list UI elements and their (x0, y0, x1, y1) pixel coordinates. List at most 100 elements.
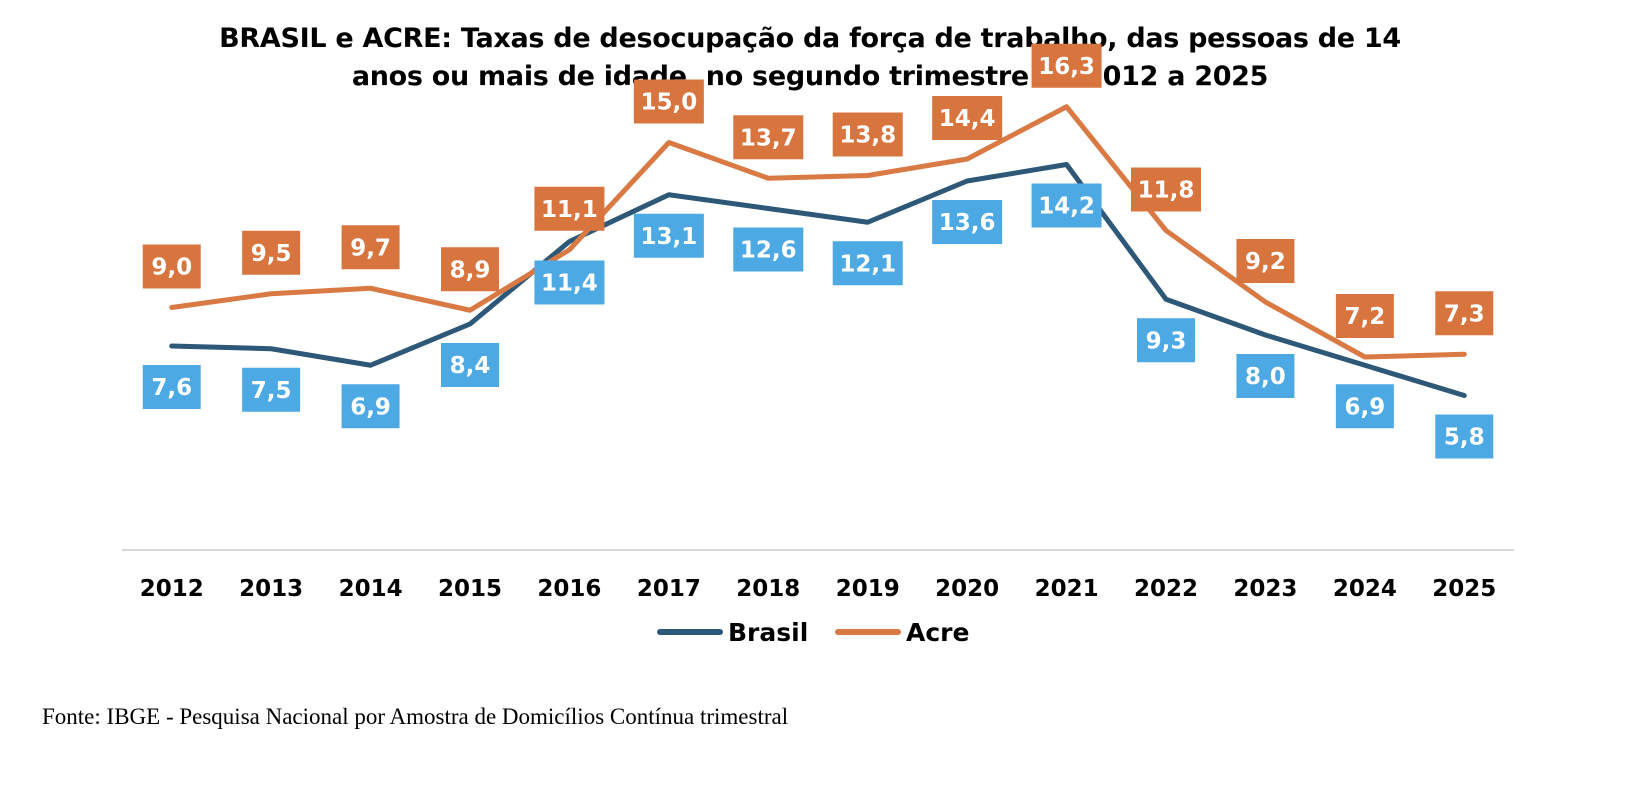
x-tick-label: 2015 (438, 576, 502, 602)
data-label-acre: 14,4 (932, 96, 1003, 140)
data-label-box (633, 213, 704, 258)
data-label-text: 15,0 (640, 90, 697, 116)
x-tick-label: 2023 (1233, 576, 1297, 602)
data-label-acre: 9,0 (142, 244, 201, 289)
data-label-text: 9,7 (350, 235, 391, 261)
x-tick-label: 2021 (1035, 576, 1099, 602)
legend-item-brasil: Brasil (657, 618, 808, 647)
data-label-text: 13,6 (939, 210, 996, 236)
data-label-box (142, 244, 201, 289)
data-label-text: 11,1 (541, 197, 598, 223)
data-label-text: 8,9 (450, 257, 491, 283)
source-note: Fonte: IBGE - Pesquisa Nacional por Amos… (42, 704, 789, 729)
data-label-brasil: 12,6 (733, 227, 804, 272)
data-label-text: 12,1 (839, 251, 896, 277)
data-label-acre: 7,2 (1335, 294, 1394, 338)
series-lines (169, 104, 1467, 398)
data-label-box (341, 384, 400, 429)
data-label-box (1435, 291, 1494, 336)
data-label-box (1031, 183, 1102, 228)
data-label-box (142, 365, 201, 409)
data-label-acre: 11,1 (534, 186, 605, 231)
data-label-brasil: 14,2 (1031, 183, 1102, 228)
data-label-text: 12,6 (740, 238, 797, 264)
x-tick-label: 2022 (1134, 576, 1198, 602)
x-tick-label: 2014 (339, 576, 403, 602)
data-label-text: 16,3 (1038, 54, 1095, 80)
data-label-acre: 8,9 (441, 247, 499, 292)
x-tick-label: 2024 (1333, 576, 1397, 602)
data-label-text: 6,9 (1344, 394, 1385, 420)
x-tick-label: 2019 (836, 576, 900, 602)
data-label-text: 14,2 (1038, 194, 1095, 220)
data-label-text: 9,0 (151, 255, 192, 281)
data-label-acre: 13,7 (733, 115, 804, 160)
x-tick-label: 2012 (140, 576, 204, 602)
data-label-box (1137, 318, 1195, 363)
data-label-box (1236, 354, 1295, 398)
data-label-acre: 15,0 (633, 79, 704, 124)
data-label-brasil: 11,4 (534, 260, 605, 305)
x-tick-label: 2017 (637, 576, 701, 602)
data-label-box (832, 241, 903, 286)
data-label-acre: 9,2 (1236, 239, 1295, 283)
data-labels: 7,6 7,5 6,9 8,4 11,4 13,1 12,6 12,1 13,6 14,2 9,3 8… (142, 43, 1494, 459)
data-label-text: 8,0 (1245, 364, 1286, 390)
data-label-box (832, 112, 903, 157)
x-tick-label: 2018 (736, 576, 800, 602)
data-label-acre: 9,5 (242, 230, 301, 275)
data-label-box (1435, 414, 1494, 459)
data-label-acre: 9,7 (341, 225, 400, 270)
data-label-brasil: 8,4 (441, 343, 499, 387)
data-label-text: 5,8 (1444, 425, 1485, 451)
data-label-brasil: 6,9 (1335, 384, 1394, 429)
data-label-text: 11,4 (541, 271, 598, 297)
data-label-text: 14,4 (939, 106, 996, 132)
data-label-box (441, 247, 499, 292)
data-label-brasil: 9,3 (1137, 318, 1195, 363)
data-label-box (534, 260, 605, 305)
data-label-box (534, 186, 605, 231)
data-label-text: 7,2 (1344, 304, 1385, 330)
data-label-text: 13,1 (640, 224, 697, 250)
x-tick-label: 2025 (1432, 576, 1496, 602)
x-tick-label: 2013 (239, 576, 303, 602)
data-label-box (1131, 167, 1201, 212)
data-label-text: 11,8 (1138, 178, 1195, 204)
legend-item-acre: Acre (835, 618, 969, 647)
data-label-box (1335, 384, 1394, 429)
data-label-brasil: 7,5 (242, 367, 301, 412)
data-label-text: 13,7 (740, 125, 797, 151)
data-label-brasil: 5,8 (1435, 414, 1494, 459)
x-axis-ticks: 2012 2013 2014 2015 2016 2017 2018 2019 2020 2021… (140, 576, 1497, 602)
data-label-acre: 7,3 (1435, 291, 1494, 336)
data-label-box (633, 79, 704, 124)
data-label-brasil: 8,0 (1236, 354, 1295, 398)
data-label-brasil: 13,1 (633, 213, 704, 258)
data-label-text: 9,3 (1146, 328, 1187, 354)
legend: Brasil Acre (657, 618, 969, 647)
data-label-box (242, 367, 301, 412)
data-label-brasil: 7,6 (142, 365, 201, 409)
data-label-text: 13,8 (839, 123, 896, 149)
series-line-brasil (169, 162, 1467, 398)
data-label-box (932, 96, 1003, 140)
data-label-box (1031, 43, 1102, 88)
data-label-text: 7,6 (151, 375, 192, 401)
data-label-box (242, 230, 301, 275)
data-label-text: 6,9 (350, 394, 391, 420)
data-label-acre: 13,8 (832, 112, 903, 157)
data-label-acre: 16,3 (1031, 43, 1102, 88)
data-label-text: 9,2 (1245, 249, 1286, 275)
data-label-box (1335, 294, 1394, 338)
x-tick-label: 2020 (935, 576, 999, 602)
data-label-text: 7,5 (251, 378, 292, 404)
data-label-box (932, 200, 1003, 244)
x-tick-label: 2016 (537, 576, 601, 602)
data-label-box (733, 227, 804, 272)
data-label-brasil: 12,1 (832, 241, 903, 286)
legend-label: Acre (906, 618, 969, 647)
data-label-box (441, 343, 499, 387)
data-label-box (341, 225, 400, 270)
